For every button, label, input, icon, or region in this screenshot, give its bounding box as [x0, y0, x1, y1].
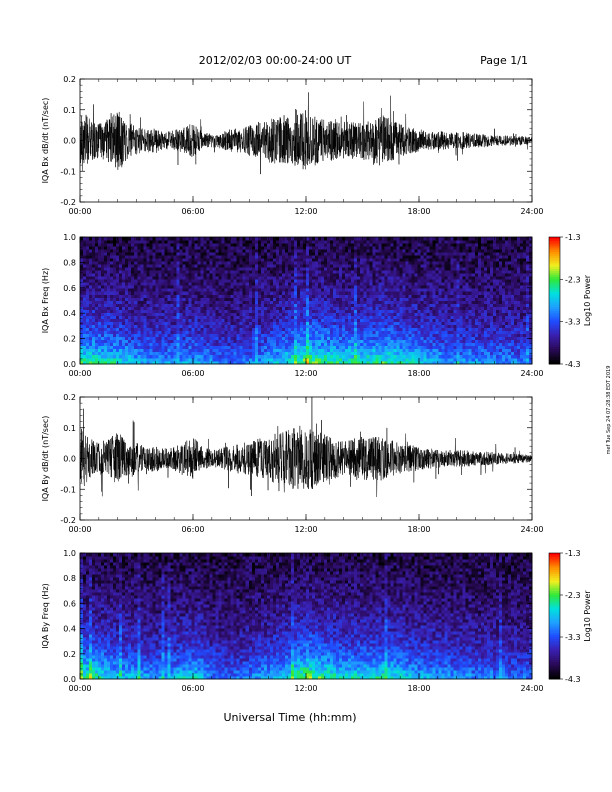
bx-colorbar-label: Log10 Power: [583, 274, 592, 326]
bx-dbdt-x-tick-label: 18:00: [407, 207, 430, 216]
by-dbdt-y-tick-label: 0.0: [63, 455, 76, 464]
bx-spectrogram-y-tick-label: 0.2: [63, 335, 76, 344]
by-dbdt-y-tick-label: 0.2: [63, 393, 76, 402]
by-spectrogram-y-label: IQA By Freq (Hz): [41, 583, 50, 649]
panel-bx-spectrogram: 1.0 0.8 0.6 0.4 0.2 0.0 00:00 06:00 12:00 18:00 2…: [41, 233, 592, 378]
bx-dbdt-plot: [80, 92, 532, 175]
bx-spectrogram-y-ticks: 1.0 0.8 0.6 0.4 0.2 0.0: [63, 233, 532, 369]
bx-spectrogram-y-label: IQA Bx Freq (Hz): [41, 268, 50, 334]
panel-by-spectrogram: 1.0 0.8 0.6 0.4 0.2 0.0 00:00 06:00 12:00 18:00 2…: [41, 549, 592, 693]
by-spectrogram-colorbar-tick: -4.3: [565, 675, 581, 684]
by-dbdt-y-tick-label: -0.2: [60, 516, 76, 525]
by-spectrogram-x-tick-label: 00:00: [68, 684, 91, 693]
bx-spectrogram-colorbar-tick: -2.3: [565, 275, 581, 284]
by-dbdt-y-ticks: 0.2 0.1 0.0 -0.1 -0.2: [60, 393, 532, 525]
page-number: Page 1/1: [480, 54, 528, 67]
bx-spectrogram-x-tick-label: 00:00: [68, 369, 91, 378]
bx-spectrogram-colorbar-tick: -3.3: [565, 318, 581, 327]
by-dbdt-x-tick-label: 12:00: [294, 525, 317, 534]
x-axis-title: Universal Time (hh:mm): [224, 711, 357, 724]
by-dbdt-y-tick-label: -0.1: [60, 485, 76, 494]
by-dbdt-x-ticks: 00:00 06:00 12:00 18:00 24:00: [68, 397, 544, 534]
by-spectrogram-x-tick-label: 06:00: [181, 684, 204, 693]
bx-spectrogram-x-tick-label: 24:00: [520, 369, 543, 378]
panel-bx-dbdt: 0.2 0.1 0.0 -0.1 -0.2 00:00 06:00 12:00 18:00 24…: [41, 75, 544, 216]
bx-dbdt-x-tick-label: 00:00: [68, 207, 91, 216]
by-spectrogram-cells: [80, 553, 533, 680]
by-spectrogram-colorbar-tick: -3.3: [565, 633, 581, 642]
by-colorbar-label: Log10 Power: [583, 590, 592, 642]
bx-dbdt-y-tick-label: 0.0: [63, 137, 76, 146]
bx-dbdt-y-label: IQA Bx dB/dt (nT/sec): [41, 98, 50, 184]
bx-dbdt-x-ticks: 00:00 06:00 12:00 18:00 24:00: [68, 79, 544, 216]
by-dbdt-x-tick-label: 24:00: [520, 525, 543, 534]
bx-dbdt-x-tick-label: 06:00: [181, 207, 204, 216]
bx-spectrogram-plot: [80, 237, 533, 365]
bx-spectrogram-y-tick-label: 0.6: [63, 284, 76, 293]
bx-dbdt-y-tick-label: 0.2: [63, 75, 76, 84]
bx-spectrogram-colorbar-frame: [548, 236, 561, 365]
bx-spectrogram-x-tick-label: 12:00: [294, 369, 317, 378]
bx-dbdt-x-tick-label: 12:00: [294, 207, 317, 216]
bx-dbdt-y-tick-label: 0.1: [63, 106, 76, 115]
by-dbdt-y-tick-label: 0.1: [63, 424, 76, 433]
by-spectrogram-y-tick-label: 1.0: [63, 549, 76, 558]
by-spectrogram-plot: [80, 553, 533, 680]
bx-spectrogram-y-tick-label: 0.8: [63, 258, 76, 267]
by-dbdt-trace: [80, 397, 532, 498]
by-spectrogram-x-tick-label: 12:00: [294, 684, 317, 693]
side-annotation: mef Tue Sep 24 07:28:38 EDT 2019: [606, 366, 612, 455]
bx-spectrogram-y-tick-label: 0.0: [63, 360, 76, 369]
by-spectrogram-colorbar-tick: -1.3: [565, 549, 581, 558]
panel-by-dbdt: 0.2 0.1 0.0 -0.1 -0.2 00:00 06:00 12:00 18:00 24…: [41, 393, 544, 534]
bx-colorbar: -1.3 -2.3 -3.3 -4.3: [548, 233, 581, 369]
bx-spectrogram-y-tick-label: 1.0: [63, 233, 76, 242]
bx-spectrogram-colorbar-tick: -4.3: [565, 360, 581, 369]
by-spectrogram-y-tick-label: 0.4: [63, 625, 76, 634]
bx-spectrogram-y-tick-label: 0.4: [63, 309, 76, 318]
bx-dbdt-y-ticks: 0.2 0.1 0.0 -0.1 -0.2: [60, 75, 532, 207]
bx-spectrogram-x-tick-label: 06:00: [181, 369, 204, 378]
by-dbdt-x-tick-label: 00:00: [68, 525, 91, 534]
by-spectrogram-y-tick-label: 0.2: [63, 650, 76, 659]
bx-dbdt-y-tick-label: -0.2: [60, 198, 76, 207]
bx-spectrogram-x-ticks: 00:00 06:00 12:00 18:00 24:00: [68, 237, 544, 378]
by-spectrogram-colorbar-frame: [548, 552, 561, 680]
by-dbdt-y-label: IQA By dB/dt (nT/sec): [41, 416, 50, 502]
by-spectrogram-y-tick-label: 0.8: [63, 574, 76, 583]
figure-title: 2012/02/03 00:00-24:00 UT: [199, 54, 352, 67]
by-spectrogram-y-tick-label: 0.0: [63, 675, 76, 684]
by-spectrogram-x-tick-label: 18:00: [407, 684, 430, 693]
by-dbdt-x-tick-label: 06:00: [181, 525, 204, 534]
bx-dbdt-y-tick-label: -0.1: [60, 167, 76, 176]
by-spectrogram-y-ticks: 1.0 0.8 0.6 0.4 0.2 0.0: [63, 549, 532, 684]
by-spectrogram-x-tick-label: 24:00: [520, 684, 543, 693]
by-dbdt-plot: [80, 397, 532, 498]
bx-spectrogram-cells: [80, 237, 533, 365]
by-colorbar: -1.3 -2.3 -3.3 -4.3: [548, 549, 581, 684]
bx-dbdt-x-tick-label: 24:00: [520, 207, 543, 216]
bx-spectrogram-x-tick-label: 18:00: [407, 369, 430, 378]
by-dbdt-x-tick-label: 18:00: [407, 525, 430, 534]
by-spectrogram-colorbar-tick: -2.3: [565, 591, 581, 600]
by-spectrogram-y-tick-label: 0.6: [63, 599, 76, 608]
by-spectrogram-x-ticks: 00:00 06:00 12:00 18:00 24:00: [68, 553, 544, 693]
bx-dbdt-trace: [80, 92, 532, 175]
bx-spectrogram-colorbar-tick: -1.3: [565, 233, 581, 242]
